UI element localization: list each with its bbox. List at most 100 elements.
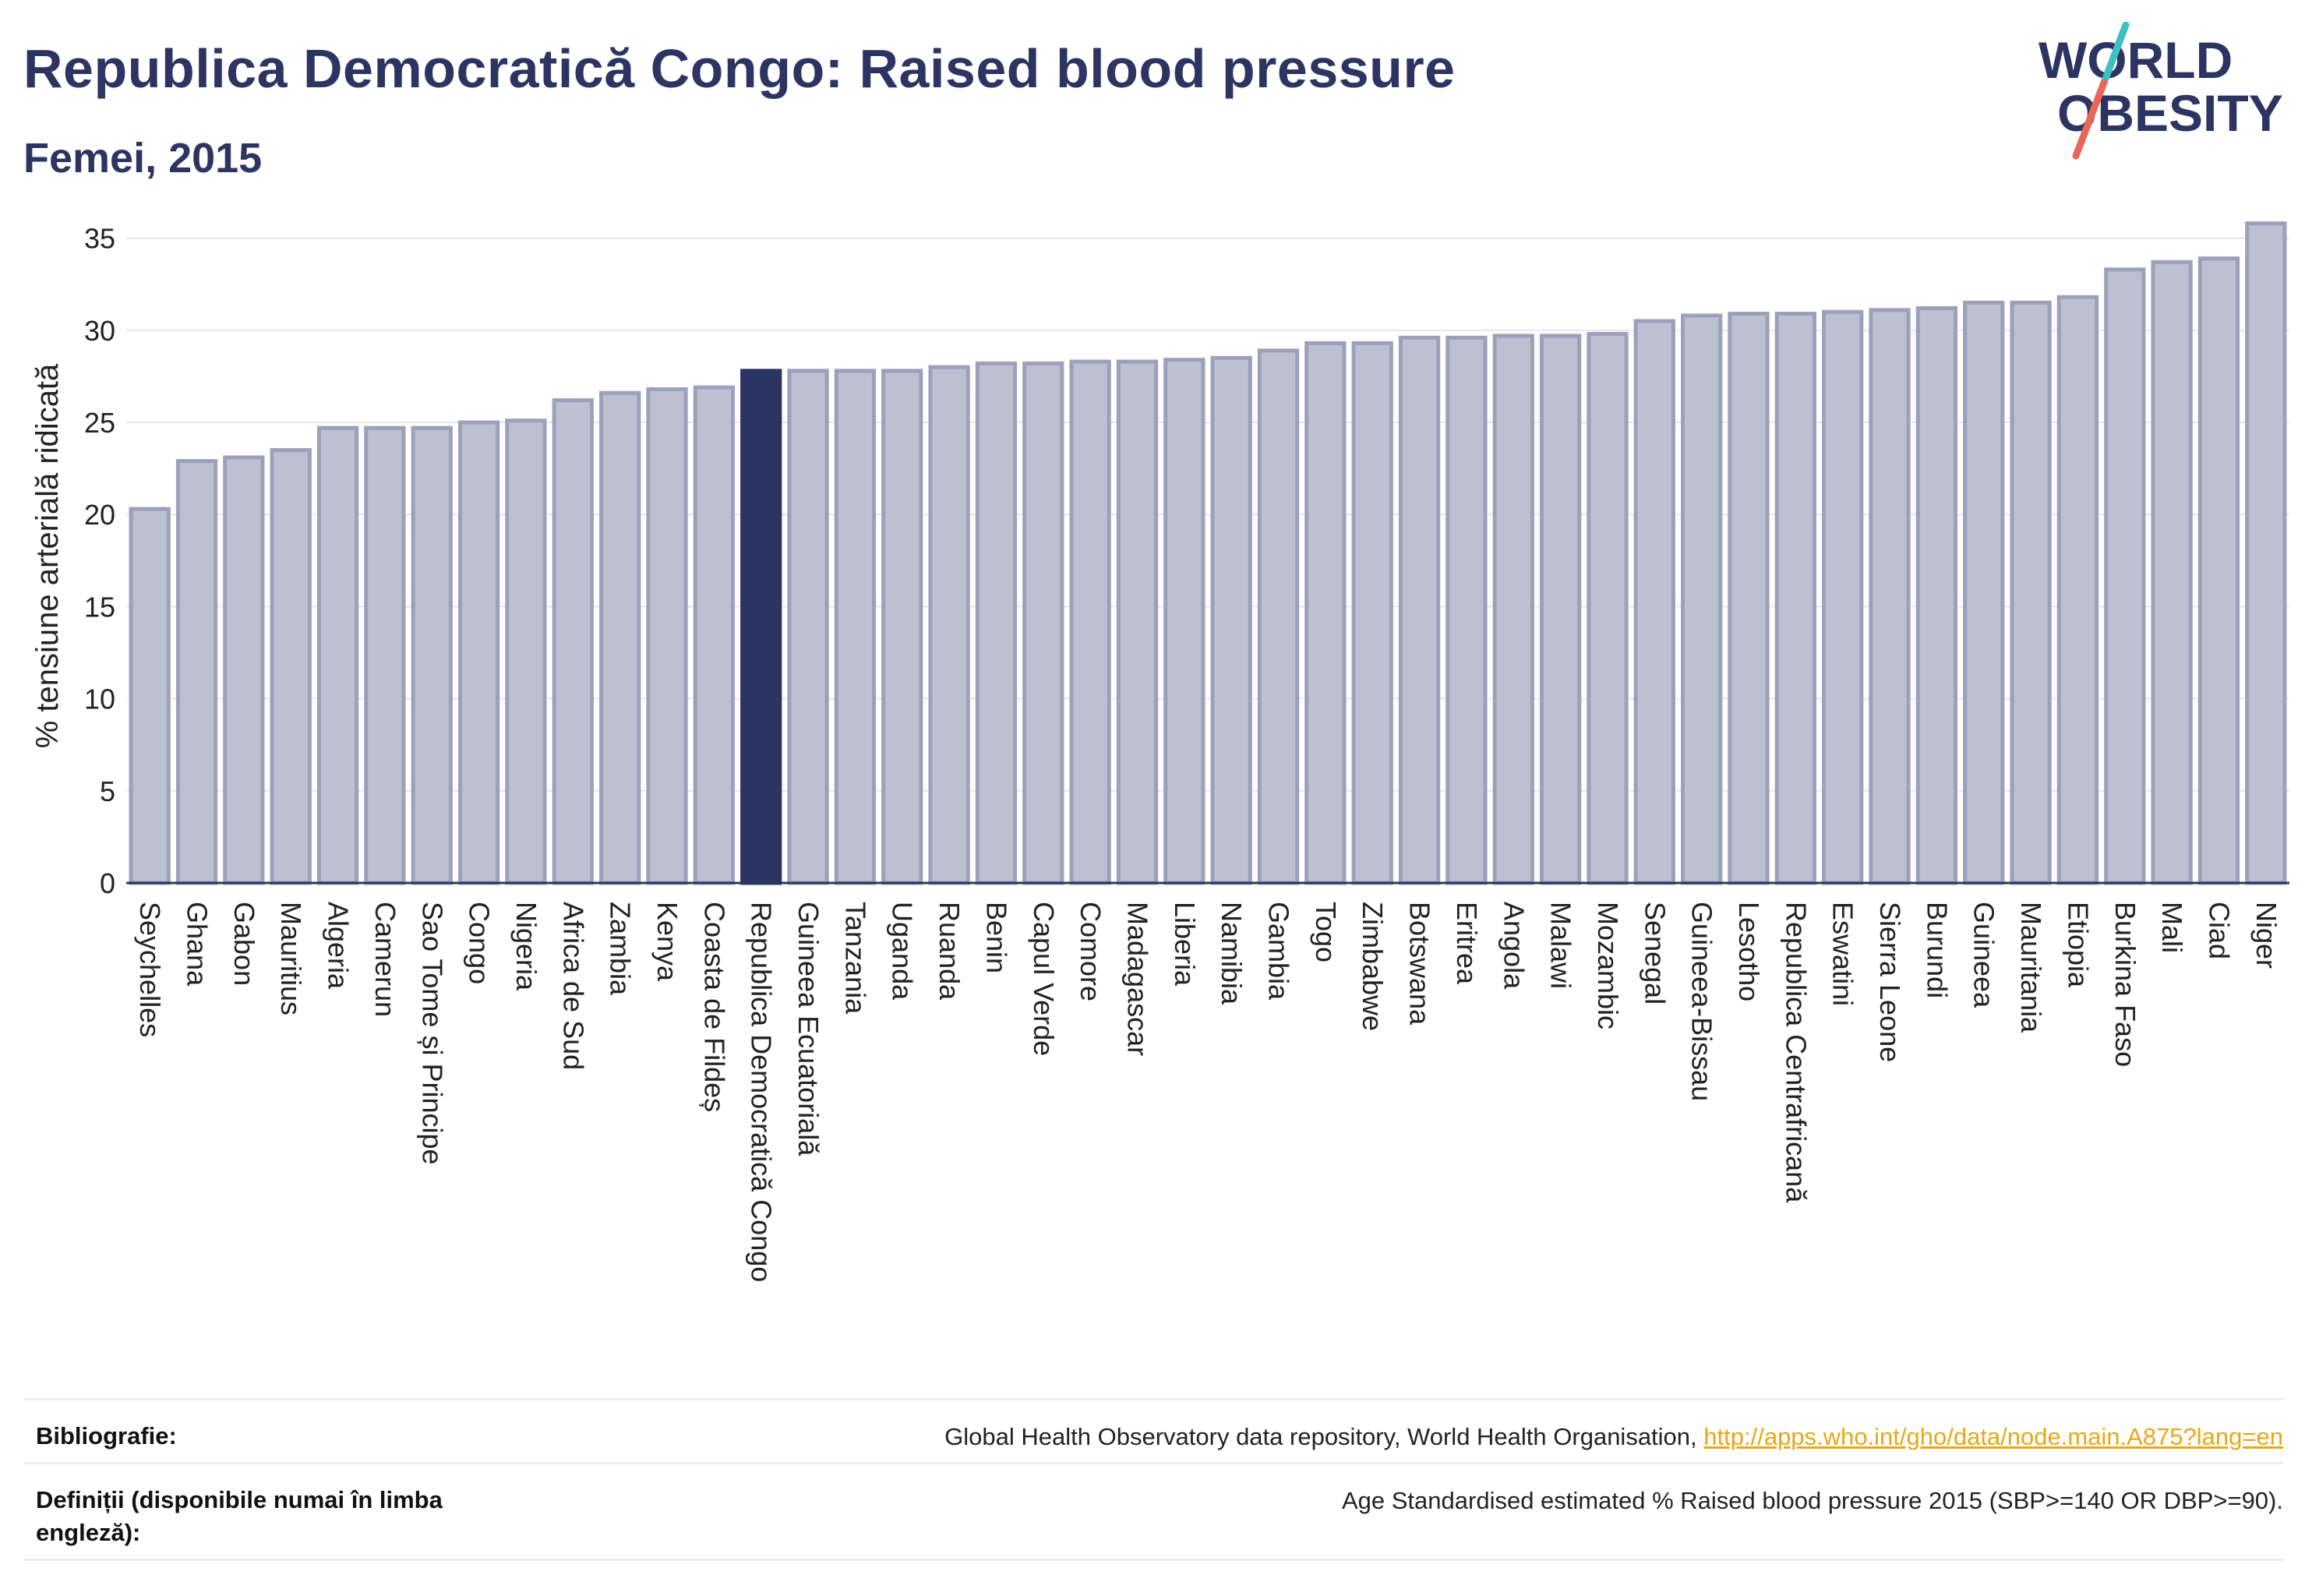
bar bbox=[1257, 348, 1300, 885]
bar-chart: 0 5 10 15 20 25 30 35 % tensiune arterială ridic… bbox=[30, 221, 2289, 1282]
x-tick-label: Gabon bbox=[228, 902, 260, 986]
x-tick-label: Ruanda bbox=[934, 902, 965, 1001]
x-tick-label: Republica Centrafricană bbox=[1780, 902, 1812, 1203]
bar bbox=[1210, 355, 1252, 885]
x-tick-label: Nigeria bbox=[510, 902, 542, 991]
x-tick-label: Mauritania bbox=[2015, 902, 2047, 1033]
bar bbox=[270, 447, 312, 885]
bar bbox=[364, 425, 406, 885]
bar bbox=[1587, 332, 1629, 885]
x-tick-label: Sao Tome și Principe bbox=[416, 902, 448, 1165]
bar bbox=[505, 418, 547, 885]
bar bbox=[2245, 221, 2287, 885]
bar bbox=[175, 459, 218, 885]
x-tick-label: Botswana bbox=[1404, 902, 1436, 1026]
world-obesity-logo: WORLD OBESITY bbox=[2038, 22, 2283, 160]
logo-teal-slash bbox=[2100, 22, 2130, 87]
x-tick-label: Gambia bbox=[1263, 902, 1295, 1001]
y-tick-label: 15 bbox=[84, 591, 115, 623]
definitions-label: Definiții (disponibile numai în limba en… bbox=[36, 1486, 443, 1546]
bar bbox=[1163, 358, 1205, 885]
x-tick-label: Comore bbox=[1075, 902, 1107, 1001]
x-tick-label: Sierra Leone bbox=[1874, 902, 1906, 1062]
bar bbox=[1633, 319, 1675, 885]
x-tick-label: Burundi bbox=[1921, 902, 1953, 998]
footer-divider-middle bbox=[23, 1462, 2283, 1464]
x-tick-label: Uganda bbox=[887, 902, 919, 1001]
x-tick-label: Congo bbox=[464, 902, 496, 984]
x-tick-label: Etiopia bbox=[2062, 902, 2094, 988]
footer-divider-top bbox=[23, 1398, 2283, 1400]
x-tick-label: Algeria bbox=[323, 902, 355, 990]
x-tick-label: Camerun bbox=[369, 902, 401, 1017]
bar bbox=[1351, 341, 1393, 885]
bibliography-link[interactable]: http://apps.who.int/gho/data/node.main.A… bbox=[1703, 1423, 2283, 1450]
x-tick-label: Zambia bbox=[605, 902, 637, 996]
bar bbox=[646, 387, 688, 885]
x-tick-label: Eswatini bbox=[1827, 902, 1859, 1006]
x-tick-label: Niger bbox=[2250, 902, 2282, 969]
bar bbox=[457, 420, 500, 885]
bar bbox=[787, 369, 829, 885]
definitions-text: Age Standardised estimated % Raised bloo… bbox=[1341, 1487, 2283, 1514]
bar bbox=[740, 369, 782, 885]
x-tick-label: Mozambic bbox=[1592, 902, 1624, 1029]
y-tick-label: 25 bbox=[84, 407, 115, 439]
bar bbox=[223, 455, 265, 885]
x-tick-label: Malawi bbox=[1545, 902, 1577, 989]
bar bbox=[411, 425, 453, 885]
x-tick-label: Guineea-Bissau bbox=[1686, 902, 1718, 1101]
x-tick-label: Zimbabwe bbox=[1357, 902, 1389, 1031]
y-tick-label: 30 bbox=[84, 315, 115, 347]
x-tick-label: Guineea bbox=[1968, 902, 2000, 1008]
bar bbox=[1963, 300, 2005, 885]
bar bbox=[693, 385, 735, 885]
x-tick-label: Madagascar bbox=[1121, 902, 1153, 1056]
bar bbox=[2197, 256, 2240, 885]
x-tick-label: Namibia bbox=[1216, 902, 1248, 1005]
x-tick-label: Capul Verde bbox=[1028, 902, 1060, 1056]
x-tick-label: Ghana bbox=[182, 902, 214, 987]
x-tick-label: Guineea Ecuatorială bbox=[792, 902, 824, 1156]
bar bbox=[129, 507, 171, 885]
bar bbox=[2104, 267, 2146, 885]
bar bbox=[1822, 309, 1864, 885]
x-tick-label: Republica Democratică Congo bbox=[746, 902, 778, 1282]
x-tick-label: Tanzania bbox=[839, 902, 871, 1015]
bar bbox=[552, 398, 594, 885]
bar bbox=[928, 365, 970, 885]
bar bbox=[1728, 312, 1770, 885]
x-tick-label: Seychelles bbox=[134, 902, 166, 1037]
bar bbox=[1869, 308, 1911, 885]
bar bbox=[1116, 359, 1159, 885]
page-subtitle: Femei, 2015 bbox=[23, 135, 263, 182]
bar bbox=[316, 425, 359, 885]
x-tick-label: Togo bbox=[1310, 902, 1342, 962]
bar bbox=[881, 369, 923, 885]
x-tick-label: Ciad bbox=[2203, 902, 2235, 959]
bar bbox=[1069, 359, 1111, 885]
x-tick-label: Burkina Faso bbox=[2109, 902, 2141, 1067]
bar bbox=[1539, 334, 1582, 885]
x-tick-label: Coasta de Fildeș bbox=[698, 902, 730, 1112]
bar bbox=[599, 390, 641, 885]
logo-red-slash bbox=[2072, 79, 2108, 160]
x-tick-label: Kenya bbox=[651, 902, 683, 982]
x-tick-label: Angola bbox=[1498, 902, 1530, 990]
x-tick-label: Mauritius bbox=[275, 902, 307, 1015]
bar bbox=[1774, 312, 1816, 885]
x-tick-label: Mali bbox=[2156, 902, 2188, 953]
bar bbox=[1022, 361, 1064, 885]
x-tick-label: Benin bbox=[980, 902, 1012, 973]
bar bbox=[1445, 335, 1488, 885]
x-tick-label: Eritrea bbox=[1451, 902, 1483, 985]
bar bbox=[1492, 334, 1534, 885]
bibliography-source: Global Health Observatory data repositor… bbox=[944, 1423, 1697, 1450]
y-axis-title: % tensiune arterială ridicată bbox=[30, 363, 65, 748]
x-tick-label: Africa de Sud bbox=[557, 902, 589, 1070]
bar bbox=[834, 369, 877, 885]
bar bbox=[1681, 313, 1723, 885]
y-tick-label: 10 bbox=[84, 683, 115, 715]
bar bbox=[1398, 335, 1441, 885]
bar bbox=[975, 361, 1018, 885]
